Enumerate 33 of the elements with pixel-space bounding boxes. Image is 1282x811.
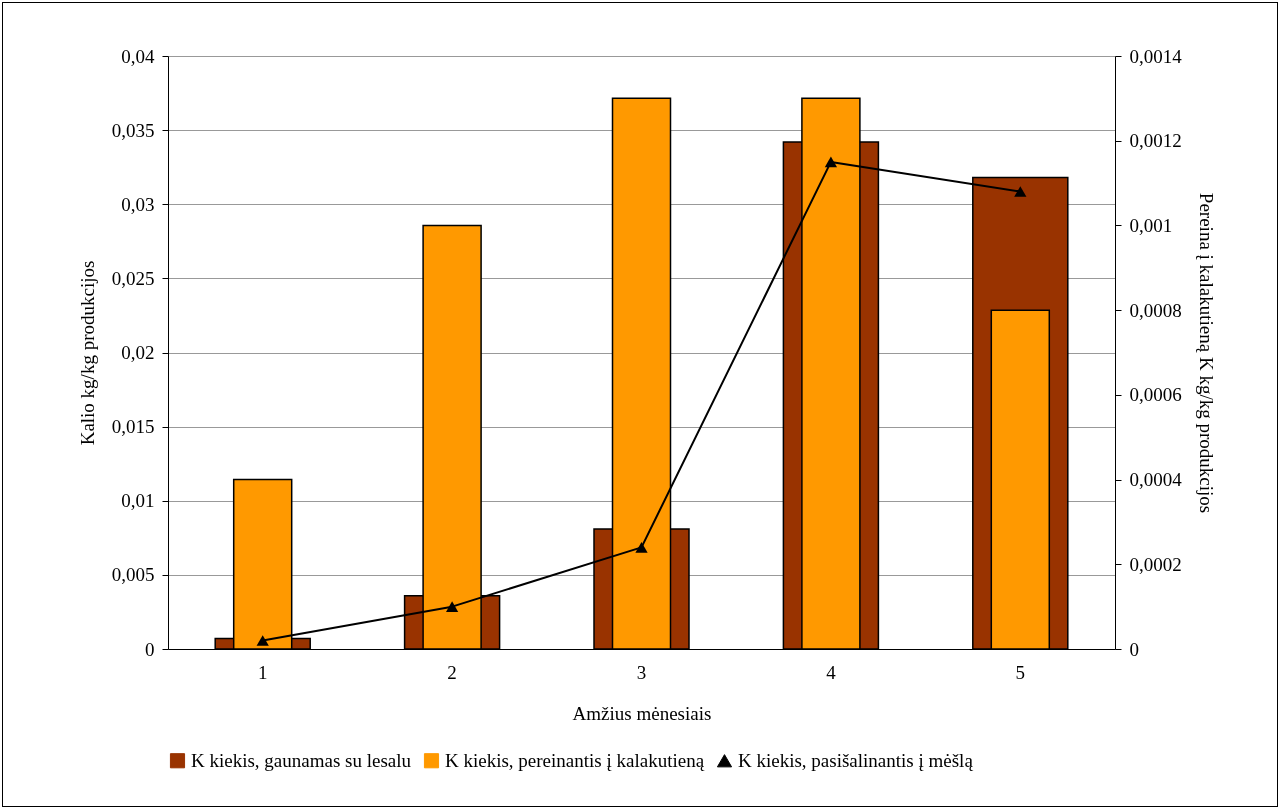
y-tick-label: 0,01 [121,490,155,512]
y-tick-label: 0,02 [121,342,155,363]
legend-label: K kiekis, pereinantis į kalakutieną [445,749,705,771]
y-tick-label: 0,005 [111,564,155,586]
x-tick-label: 3 [636,661,647,683]
y-tick-label: 0,035 [111,119,155,141]
y2-tick-label: 0 [1129,638,1139,660]
y-tick-label: 0,03 [121,193,155,215]
y-axis-title: Kalio kg/kg produkcijos [76,260,98,446]
x-axis-title: Amžius mėnesiais [572,702,712,724]
legend-label: K kiekis, pasišalinantis į mėšlą [738,749,974,771]
y2-tick-label: 0,001 [1129,214,1173,236]
point [445,601,459,612]
y2-axis-title: Pereina į kalakutieną K kg/kg produkcijos [1195,192,1217,514]
point [635,542,648,553]
x-tick-label: 4 [826,661,837,683]
y2-tick-label: 0,0006 [1129,384,1182,406]
y2-tick-label: 0,0014 [1129,45,1183,67]
y-tick-label: 0,015 [111,416,155,438]
y2-tick-label: 0,0004 [1129,469,1183,491]
legend-label: K kiekis, gaunamas su lesalu [191,749,412,771]
x-tick-label: 2 [447,661,457,683]
point [256,635,269,646]
y-tick-label: 0,04 [121,45,155,67]
y2-tick-label: 0,0002 [1129,553,1182,575]
point [824,156,838,168]
point [1014,186,1027,197]
y-tick-label: 0 [145,638,155,660]
x-tick-label: 5 [1015,661,1026,683]
y-tick-label: 0,025 [111,267,155,289]
y2-tick-label: 0,0008 [1129,299,1182,321]
x-tick-label: 1 [257,661,268,683]
y2-tick-label: 0,0012 [1129,130,1182,152]
